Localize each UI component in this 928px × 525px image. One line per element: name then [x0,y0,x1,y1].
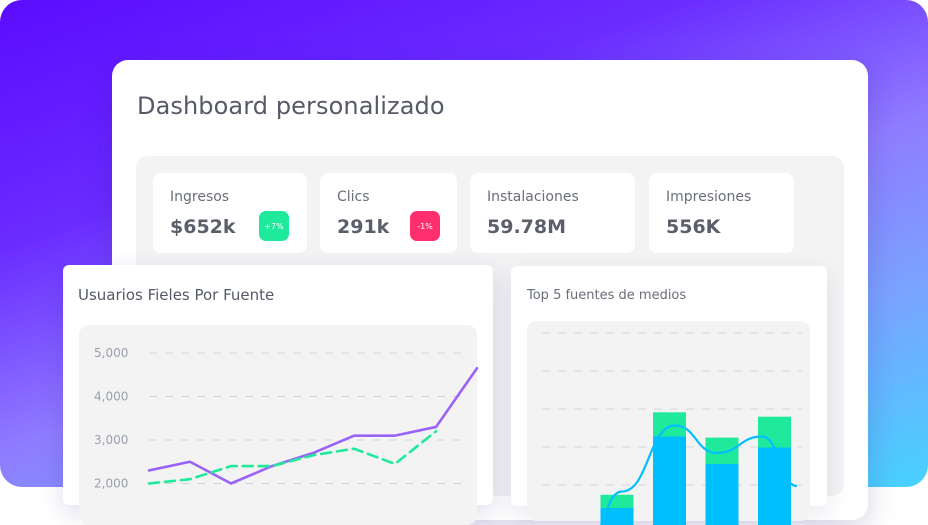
kpi-label: Clics [337,189,370,205]
bar-segment-blue [706,464,739,525]
kpi-value: $652k [170,216,236,238]
chart-title: Top 5 fuentes de medios [527,288,686,303]
page-title: Dashboard personalizado [137,92,445,120]
loyal-users-card: Usuarios Fieles Por Fuente 5,000 4,000 3,0… [63,265,493,505]
line-chart-area: 5,000 4,000 3,000 2,000 [79,325,477,525]
kpi-card-impresiones[interactable]: Impresiones 556K [649,173,794,253]
series-line-solid [149,368,477,483]
kpi-value: 291k [337,216,389,238]
y-tick-label: 5,000 [94,346,128,360]
kpi-card-clics[interactable]: Clics 291k -1% [320,173,457,253]
top-media-sources-card: Top 5 fuentes de medios [511,266,827,506]
kpi-label: Instalaciones [487,189,579,205]
y-tick-label: 4,000 [94,390,128,404]
kpi-value: 59.78M [487,216,566,238]
line-chart: 5,000 4,000 3,000 2,000 [79,325,477,525]
bar-segment-blue [758,448,791,525]
kpi-card-instalaciones[interactable]: Instalaciones 59.78M [470,173,635,253]
y-tick-label: 3,000 [94,433,128,447]
kpi-label: Ingresos [170,189,229,205]
trend-down-badge: -1% [410,211,440,241]
kpi-value: 556K [666,216,720,238]
kpi-label: Impresiones [666,189,751,205]
bar-chart-area [527,321,810,521]
y-tick-label: 2,000 [94,477,128,491]
bar-segment-blue [653,437,686,525]
kpi-card-ingresos[interactable]: Ingresos $652k +7% [153,173,307,253]
trend-up-badge: +7% [259,211,289,241]
chart-title: Usuarios Fieles Por Fuente [78,286,274,304]
series-line-dashed [149,431,436,483]
bar-chart [527,321,810,521]
